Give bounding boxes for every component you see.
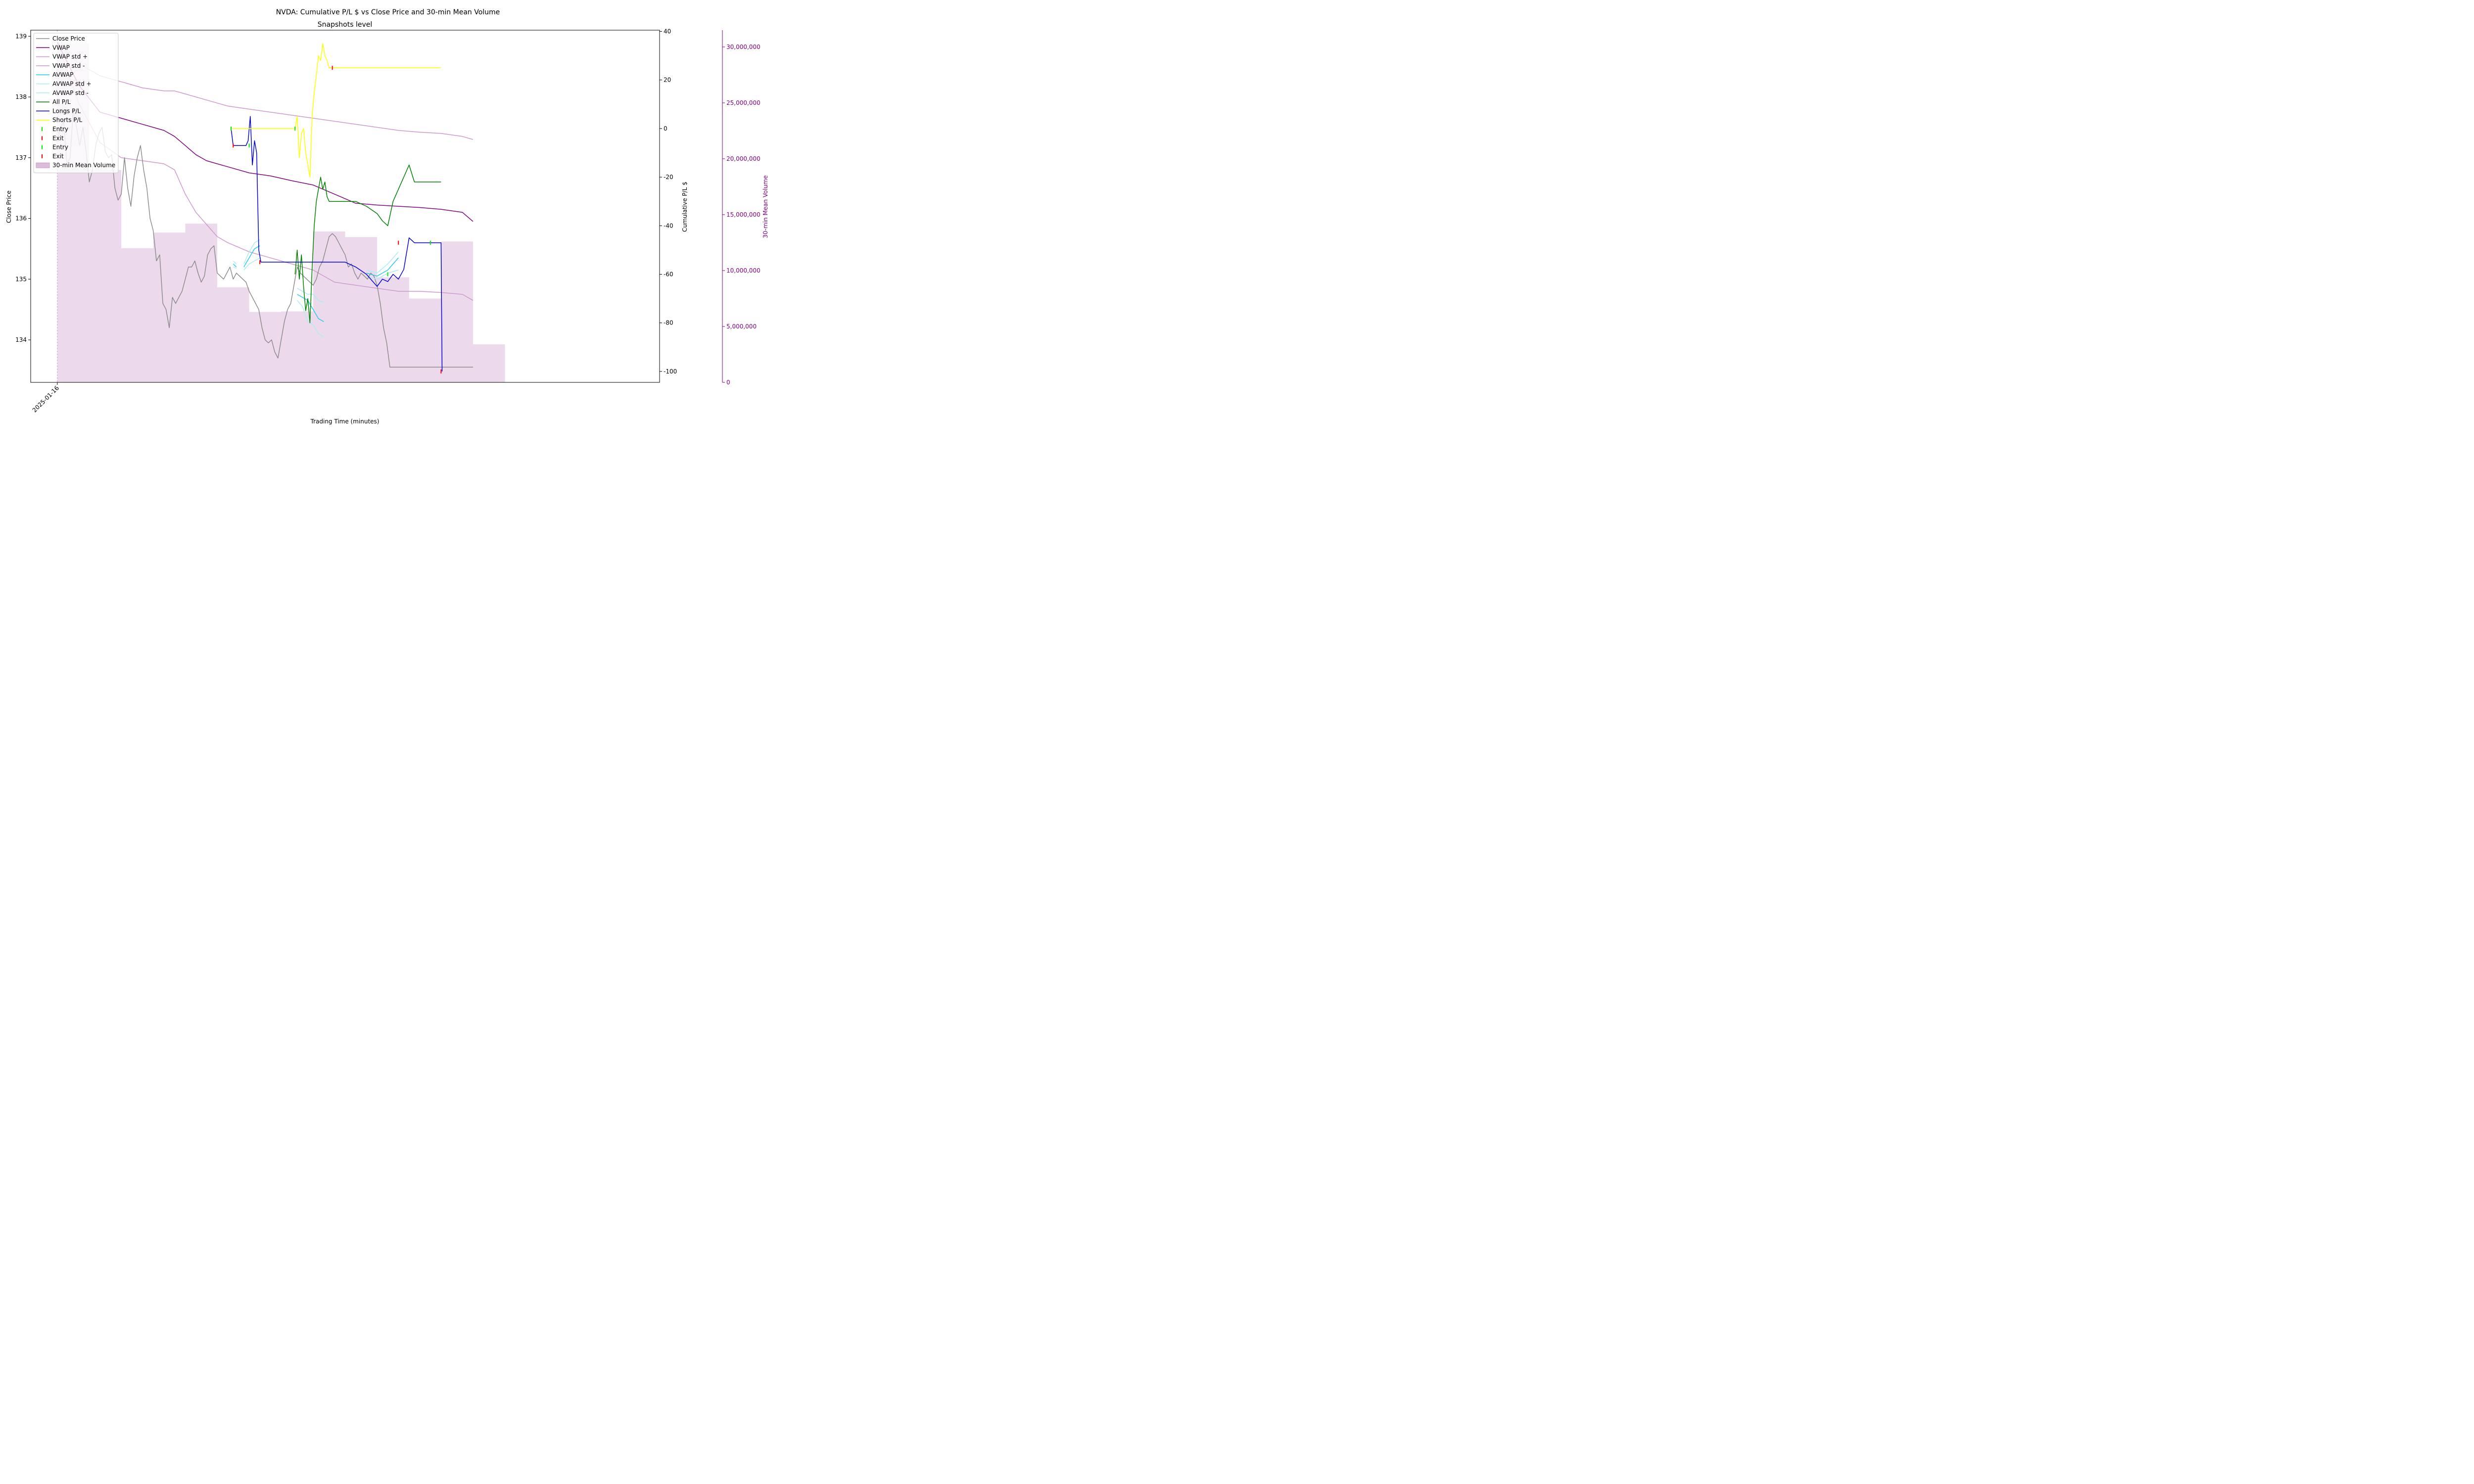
volume-bar-10 [377,277,409,382]
chart-root: NVDA: Cumulative P/L $ vs Close Price an… [0,0,772,429]
volume-bar-9 [345,237,378,382]
avwap-segment-0 [233,264,237,268]
x-tick-label-0: 2025-01-16 [31,384,60,414]
volume-bar-1 [89,170,122,382]
volume-bar-12 [441,241,474,382]
avwap-std-plus-segment-0 [233,260,237,265]
legend-label-14: 30-min Mean Volume [52,162,115,169]
vwap-std-minus-line [57,42,474,301]
volume-tick-label-0: 0 [726,379,730,386]
volume-bar-13 [473,344,505,382]
volume-bar-2 [121,248,153,382]
price-tick-label-1: 135 [15,276,27,282]
price-tick-label-5: 139 [15,33,27,40]
pl-tick-label-3: -40 [664,222,673,229]
legend-label-8: Longs P/L [52,107,81,114]
avwap-std-minus-segment-2 [297,300,324,337]
legend-label-7: All P/L [52,98,71,105]
legend-label-1: VWAP [52,44,70,51]
pl-tick-label-7: 40 [664,28,671,35]
volume-tick-label-1: 5,000,000 [726,323,757,330]
legend-label-11: Exit [52,135,64,141]
avwap-std-plus-segment-3 [366,251,399,274]
legend-label-0: Close Price [52,35,85,42]
x-axis-label: Trading Time (minutes) [310,418,380,425]
volume-tick-label-5: 25,000,000 [726,99,761,106]
price-tick-label-2: 136 [15,215,27,222]
pl-tick-label-6: 20 [664,77,671,84]
volume-layer [57,30,505,383]
volume-tick-label-6: 30,000,000 [726,44,761,50]
volume-tick-label-4: 20,000,000 [726,155,761,162]
legend-label-3: VWAP std - [52,62,85,69]
vwap-line [57,42,474,222]
avwap-segment-1 [243,245,260,268]
y-axis-label-left: Close Price [5,190,12,223]
chart-subtitle: Snapshots level [318,21,372,29]
legend-box [33,33,119,173]
legend-label-4: AVWAP [52,71,73,78]
avwap-std-plus-segment-2 [297,288,324,303]
volume-tick-label-2: 10,000,000 [726,267,761,274]
longs-pl-line [231,116,443,371]
y-axis-label-right: Cumulative P/L $ [681,182,688,232]
avwap-std-minus-segment-0 [233,267,237,269]
avwap-std-minus-segment-3 [366,270,399,280]
pl-price-volume-chart: NVDA: Cumulative P/L $ vs Close Price an… [5,8,769,425]
pl-tick-label-1: -80 [664,320,673,326]
pl-tick-label-5: 0 [664,125,667,132]
pl-tick-label-0: -100 [664,368,677,375]
legend-label-2: VWAP std + [52,53,88,60]
shorts-pl-line [231,43,441,178]
legend-label-10: Entry [52,126,68,133]
volume-bar-4 [185,224,217,382]
legend-label-5: AVWAP std + [52,81,92,88]
price-tick-label-3: 137 [15,154,27,161]
chart-title: NVDA: Cumulative P/L $ vs Close Price an… [276,8,500,16]
volume-bar-11 [409,298,441,382]
volume-bar-6 [249,312,282,382]
all-pl-line [294,164,441,324]
pl-tick-label-2: -60 [664,271,673,278]
pl-tick-label-4: -20 [664,174,673,181]
avwap-std-minus-segment-1 [243,257,260,271]
legend-label-13: Exit [52,153,64,160]
price-tick-label-4: 138 [15,93,27,100]
close-price-line [57,108,473,368]
y-axis-label-volume: 30-min Mean Volume [762,175,769,238]
legend-swatch-14 [36,162,50,168]
volume-tick-label-3: 15,000,000 [726,211,761,218]
avwap-segment-3 [366,257,399,277]
plot-frame [30,30,660,383]
legend-label-6: AVWAP std - [52,90,89,96]
volume-bar-7 [281,311,313,382]
avwap-std-plus-segment-1 [243,239,260,264]
legend: Close Price VWAP VWAP std + VWAP std - AVWAP… [33,33,119,173]
price-tick-label-0: 134 [15,336,27,343]
lines-layer [57,42,474,373]
legend-label-12: Entry [52,144,68,151]
volume-bar-8 [313,231,345,382]
vwap-std-plus-line [57,42,474,140]
legend-label-9: Shorts P/L [52,117,83,124]
volume-bar-5 [217,287,249,382]
volume-bar-3 [153,232,186,382]
